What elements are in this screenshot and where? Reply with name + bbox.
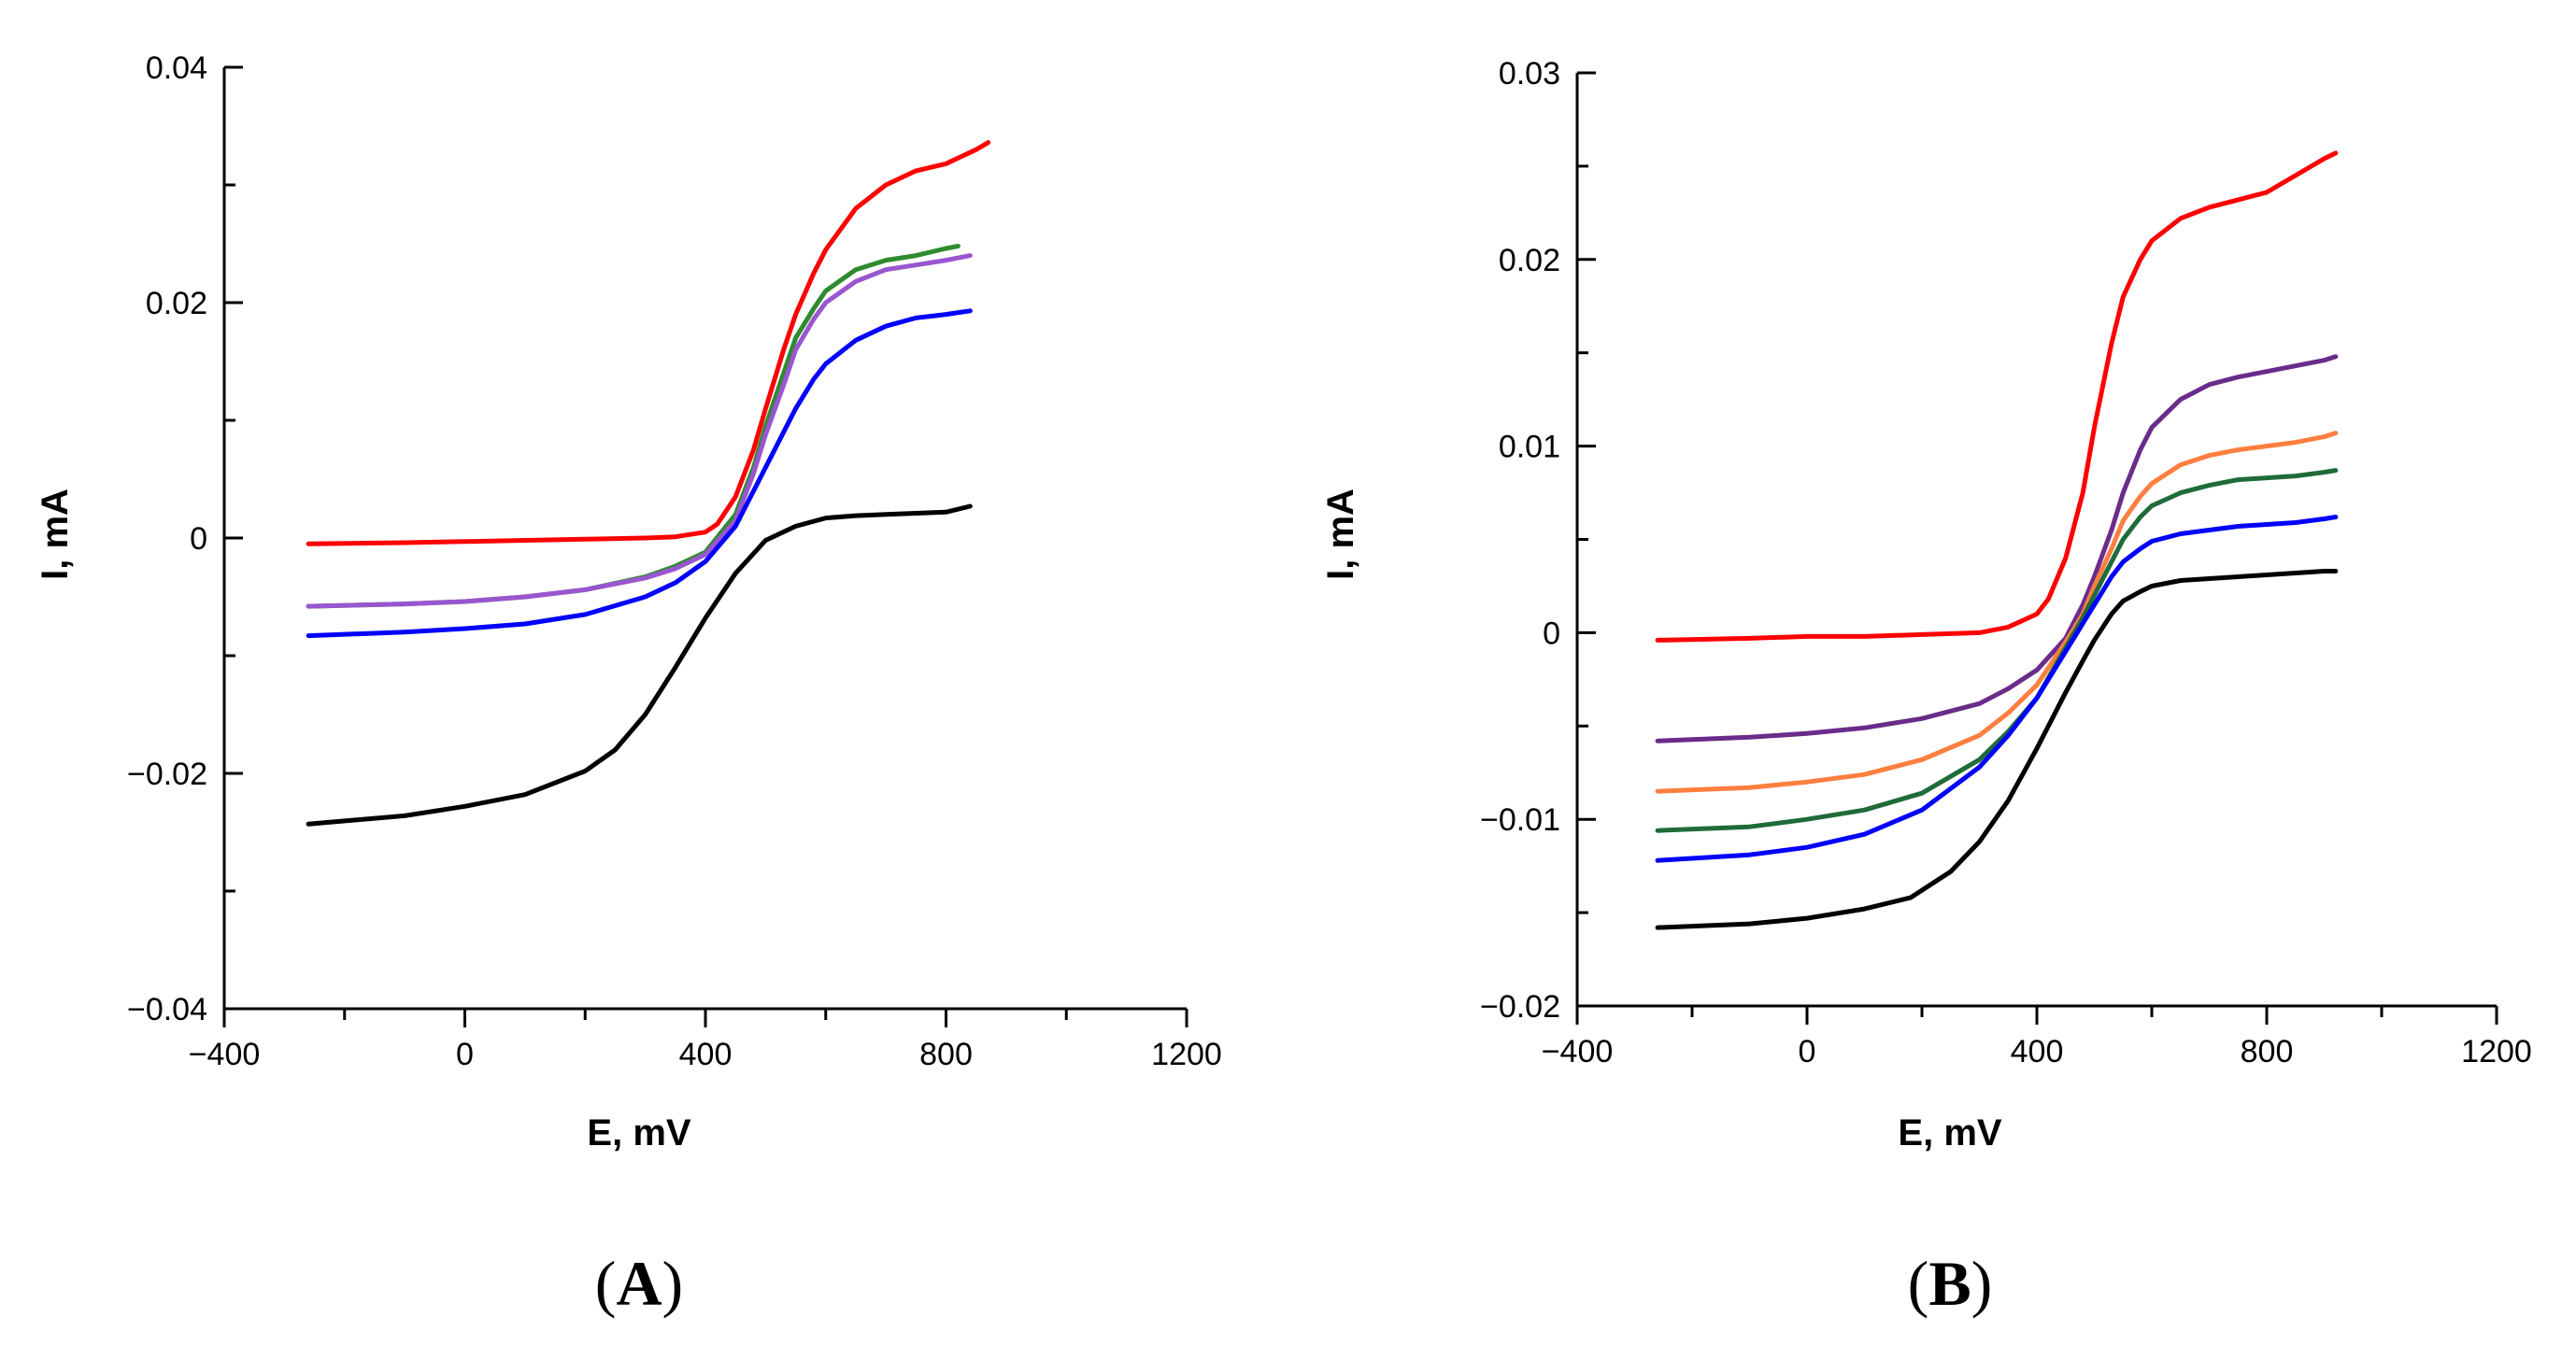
chart-b-series-1-line	[1655, 150, 2339, 643]
chart-b-series-2-line	[1655, 354, 2339, 743]
chart-a-y-tick-label: −0.02	[127, 757, 207, 792]
chart-b-y-tick-label: 0.03	[1499, 56, 1560, 92]
chart-a-axes: −400 0 400 800 1200 −0.04 −0.02 0 0.02 0.04	[127, 50, 1222, 1072]
chart-a-x-tick-label: 800	[919, 1037, 973, 1072]
chart-b-y-tick-label: 0	[1543, 616, 1560, 651]
chart-a-x-tick-label: −400	[189, 1037, 261, 1072]
chart-b-y-tick-label: −0.01	[1480, 802, 1560, 838]
chart-a-series-3-line	[306, 253, 973, 609]
chart-b-series-3-line	[1655, 431, 2339, 794]
chart-panel-b: −400 0 400 800 1200 −0.02 −0.01 0 0.01 0.02 0.03 E…	[1320, 56, 2532, 1319]
chart-b-y-tick-label: −0.02	[1480, 989, 1560, 1025]
chart-b-x-tick-label: 800	[2241, 1034, 2294, 1069]
chart-a-y-tick-label: −0.04	[127, 992, 207, 1027]
chart-b-x-tick-label: 1200	[2461, 1034, 2532, 1069]
chart-b-panel-letter: B	[1928, 1248, 1971, 1319]
chart-b-series-6-line	[1655, 569, 2339, 930]
chart-b-y-tick-label: 0.01	[1499, 430, 1560, 465]
chart-a-y-tick-label: 0.02	[146, 286, 207, 321]
chart-a-y-tick-label: 0	[190, 521, 207, 557]
chart-a-panel-letter: A	[616, 1248, 662, 1319]
chart-b-x-tick-label: 400	[2011, 1034, 2064, 1069]
chart-a-x-tick-label: 1200	[1151, 1037, 1222, 1072]
chart-a-panel-label: (A)	[595, 1248, 683, 1319]
chart-b-y-tick-label: 0.02	[1499, 243, 1560, 278]
chart-a-y-tick-label: 0.04	[146, 50, 207, 86]
chart-a-series-5-line	[306, 503, 973, 827]
chart-b-x-tick-label: −400	[1542, 1034, 1614, 1069]
chart-a-x-axis-title: E, mV	[587, 1112, 690, 1154]
chart-b-x-axis-title: E, mV	[1898, 1112, 2001, 1154]
chart-b-x-tick-label: 0	[1799, 1034, 1816, 1069]
chart-b-series-4-line	[1655, 468, 2339, 833]
chart-panel-a: −400 0 400 800 1200 −0.04 −0.02 0 0.02 0.04 E, mV…	[35, 50, 1222, 1319]
chart-b-series-5-line	[1655, 515, 2339, 863]
chart-a-series-1-line	[306, 140, 991, 546]
chart-a-lines	[306, 140, 991, 827]
chart-b-panel-label: (B)	[1908, 1248, 1993, 1319]
chart-a-series-2-line	[306, 244, 961, 609]
chart-b-lines	[1655, 150, 2339, 930]
chart-a-y-axis-title: I, mA	[35, 488, 76, 580]
chart-a-x-tick-label: 0	[456, 1037, 474, 1072]
chart-b-y-axis-title: I, mA	[1320, 488, 1361, 580]
chart-b-axes: −400 0 400 800 1200 −0.02 −0.01 0 0.01 0.02 0.03	[1480, 56, 2532, 1069]
chart-a-x-tick-label: 400	[679, 1037, 733, 1072]
chart-a-series-4-line	[306, 308, 973, 639]
